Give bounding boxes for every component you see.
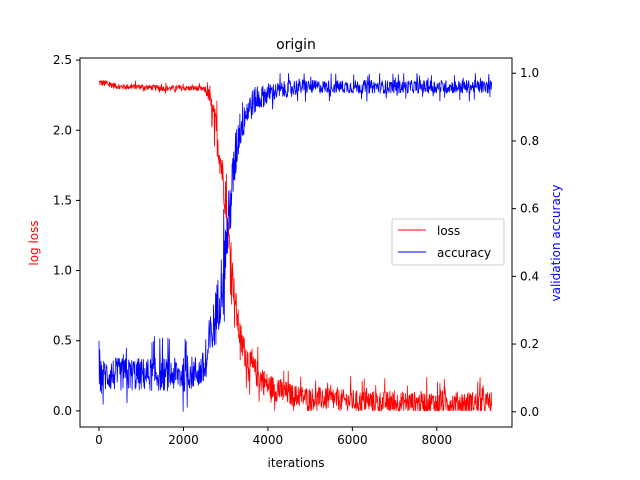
x-tick-label: 6000 (337, 433, 368, 447)
chart-title: origin (276, 37, 316, 53)
series-line-loss (98, 79, 492, 412)
y-axis-right-ticks: 0.0 0.2 0.4 0.6 0.8 1.0 (512, 66, 539, 419)
x-tick-label: 8000 (422, 433, 453, 447)
y-right-tick-label: 0.4 (520, 269, 539, 283)
y-axis-left-label: log loss (27, 220, 41, 265)
y-left-tick-label: 2.5 (53, 53, 72, 67)
y-axis-right-label: validation accuracy (549, 184, 563, 301)
y-left-tick-label: 0.0 (53, 404, 72, 418)
legend-label-accuracy: accuracy (437, 246, 491, 260)
y-right-tick-label: 0.0 (520, 405, 539, 419)
y-right-tick-label: 0.2 (520, 337, 539, 351)
x-tick-label: 4000 (253, 433, 284, 447)
y-left-tick-label: 2.0 (53, 123, 72, 137)
plot-lines (98, 73, 492, 412)
y-left-tick-label: 1.5 (53, 193, 72, 207)
series-line-accuracy (98, 73, 492, 412)
y-right-tick-label: 1.0 (520, 66, 539, 80)
plot-frame (79, 57, 513, 428)
y-left-tick-label: 1.0 (53, 264, 72, 278)
x-tick-label: 2000 (168, 433, 199, 447)
x-axis-ticks: 0 2000 4000 6000 8000 (95, 427, 452, 447)
x-tick-label: 0 (95, 433, 103, 447)
y-axis-left-ticks: 0.0 0.5 1.0 1.5 2.0 2.5 (53, 53, 80, 418)
y-left-tick-label: 0.5 (53, 334, 72, 348)
legend-label-loss: loss (437, 224, 460, 238)
x-axis-label: iterations (268, 456, 325, 470)
y-right-tick-label: 0.6 (520, 202, 539, 216)
y-right-tick-label: 0.8 (520, 134, 539, 148)
legend: loss accuracy (391, 218, 505, 266)
